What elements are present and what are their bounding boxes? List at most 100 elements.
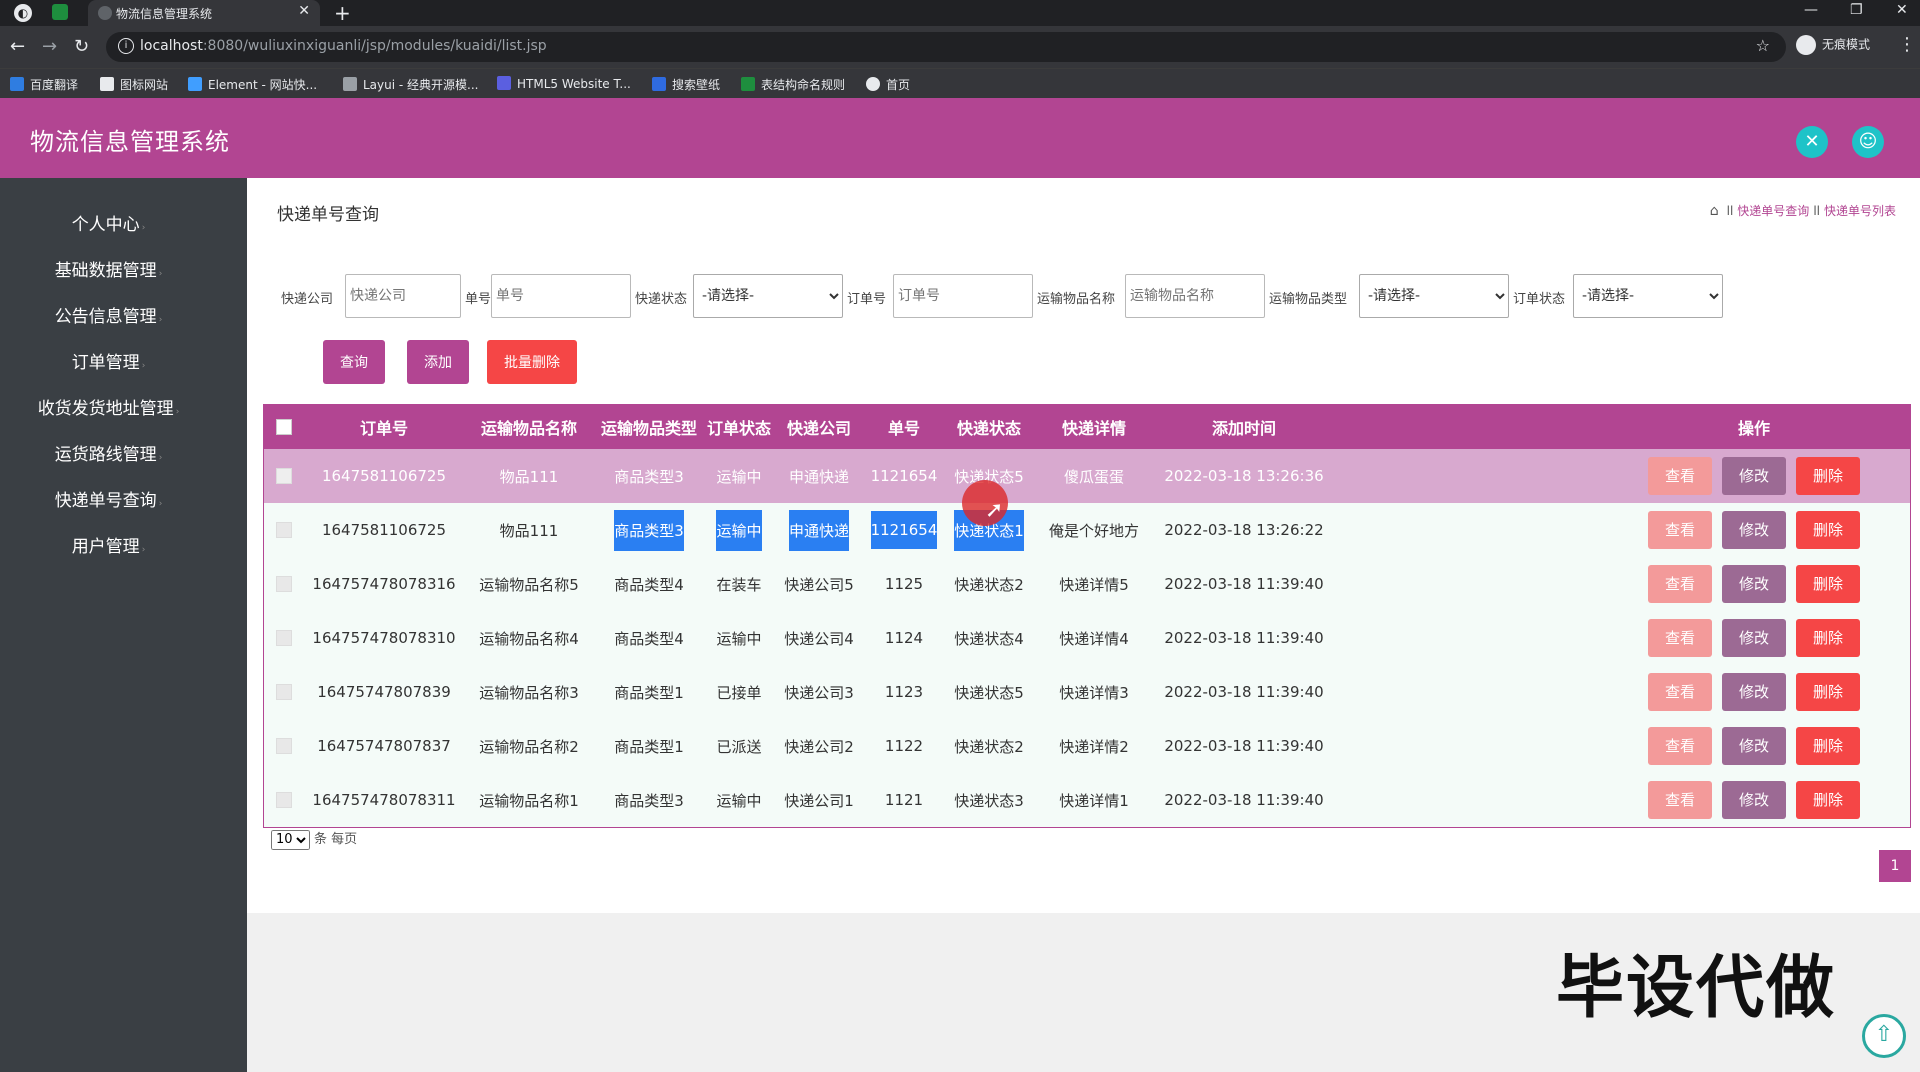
fullscreen-icon[interactable]: ✕ — [1796, 126, 1828, 158]
minimize-icon[interactable]: — — [1804, 2, 1818, 18]
bookmark-item[interactable]: Element - 网站快... — [188, 76, 317, 93]
cell-text: 16475747807839 — [317, 683, 451, 701]
table-row[interactable]: 16475747807837 运输物品名称2 商品类型1 已派送 快递公司2 1122 快递… — [264, 719, 1910, 773]
tab-close-icon[interactable]: ✕ — [298, 3, 310, 19]
cell-text: 1125 — [884, 575, 924, 593]
bookmark-item[interactable]: 搜索壁纸 — [652, 76, 720, 93]
add-button[interactable]: 添加 — [407, 340, 469, 384]
bookmark-item[interactable]: 百度翻译 — [10, 76, 78, 93]
url-path: :8080/wuliuxinxiguanli/jsp/modules/kuaid… — [202, 38, 547, 54]
back-to-top-icon[interactable]: ⇧ — [1862, 1014, 1906, 1058]
sheet-app-icon[interactable] — [52, 4, 68, 20]
incognito-indicator[interactable]: 无痕模式 — [1796, 35, 1870, 55]
edit-button[interactable]: 修改 — [1722, 781, 1786, 819]
table-body: 1647581106725 物品111 商品类型3 运输中 申通快递 1121654 快递状… — [264, 449, 1910, 827]
select-all-checkbox[interactable] — [276, 419, 292, 435]
bookmark-item[interactable]: 表结构命名规则 — [741, 76, 845, 93]
sidebar-item-users[interactable]: 用户管理 › — [71, 537, 146, 557]
restore-icon[interactable]: ❐ — [1850, 2, 1863, 18]
view-button[interactable]: 查看 — [1648, 727, 1712, 765]
number-input[interactable] — [491, 274, 631, 318]
view-button[interactable]: 查看 — [1648, 619, 1712, 657]
batch-delete-button[interactable]: 批量删除 — [487, 340, 577, 384]
bookmark-star-icon[interactable]: ☆ — [1755, 36, 1770, 55]
edit-button[interactable]: 修改 — [1722, 727, 1786, 765]
order-no-input[interactable] — [893, 274, 1033, 318]
cell-text: 商品类型4 — [614, 575, 684, 594]
table-row[interactable]: 16475747807839 运输物品名称3 商品类型1 已接单 快递公司3 1123 快递… — [264, 665, 1910, 719]
goods-name-input[interactable] — [1125, 274, 1265, 318]
bookmark-item[interactable]: Layui - 经典开源模... — [343, 76, 478, 93]
user-avatar-icon[interactable]: ☺ — [1852, 126, 1884, 158]
row-checkbox[interactable] — [276, 630, 292, 646]
delete-button[interactable]: 删除 — [1796, 727, 1860, 765]
edit-button[interactable]: 修改 — [1722, 457, 1786, 495]
table-row[interactable]: 164757478078311 运输物品名称1 商品类型3 运输中 快递公司1 1121 快… — [264, 773, 1910, 827]
table-cell: 1121 — [864, 773, 944, 827]
row-checkbox[interactable] — [276, 792, 292, 808]
table-cell: 商品类型1 — [594, 719, 704, 773]
page-size-select[interactable]: 10 — [271, 829, 310, 850]
sidebar-item-notice[interactable]: 公告信息管理 › — [54, 307, 163, 327]
browser-menu-icon[interactable]: ⋮ — [1898, 34, 1916, 55]
order-status-select[interactable]: -请选择- — [1573, 274, 1723, 318]
browser-tab[interactable]: 物流信息管理系统 ✕ — [88, 0, 320, 26]
table-row[interactable]: 164757478078316 运输物品名称5 商品类型4 在装车 快递公司5 1125 快… — [264, 557, 1910, 611]
table-row[interactable]: 164757478078310 运输物品名称4 商品类型4 运输中 快递公司4 1124 快… — [264, 611, 1910, 665]
site-info-icon[interactable]: i — [118, 38, 134, 54]
forward-icon[interactable]: → — [42, 36, 58, 57]
home-icon[interactable]: ⌂ — [1709, 203, 1719, 219]
sidebar-item-routes[interactable]: 运货路线管理 › — [54, 445, 163, 465]
kd-status-select[interactable]: -请选择- — [693, 274, 843, 318]
table-cell: 运输中 — [704, 773, 774, 827]
back-icon[interactable]: ← — [10, 36, 26, 57]
reload-icon[interactable]: ↻ — [74, 36, 90, 57]
goods-type-select[interactable]: -请选择- — [1359, 274, 1509, 318]
table-row[interactable]: 1647581106725 物品111 商品类型3 运输中 申通快递 1121654 快递状… — [264, 503, 1910, 557]
row-checkbox[interactable] — [276, 738, 292, 754]
breadcrumb-item[interactable]: 快递单号查询 — [1737, 204, 1810, 218]
table-row[interactable]: 1647581106725 物品111 商品类型3 运输中 申通快递 1121654 快递状… — [264, 449, 1910, 503]
view-button[interactable]: 查看 — [1648, 457, 1712, 495]
sidebar-item-tracking[interactable]: 快递单号查询 › — [54, 491, 163, 511]
window-close-icon[interactable]: ✕ — [1896, 2, 1908, 18]
query-button[interactable]: 查询 — [323, 340, 385, 384]
delete-button[interactable]: 删除 — [1796, 619, 1860, 657]
selected-text: 商品类型3 — [614, 509, 684, 551]
table-cell: 快递状态2 — [944, 719, 1034, 773]
edit-button[interactable]: 修改 — [1722, 511, 1786, 549]
table-cell: 1121654 — [864, 449, 944, 503]
cell-text: 快递状态4 — [954, 629, 1024, 648]
row-checkbox[interactable] — [276, 522, 292, 538]
browser-app-icon[interactable]: ◐ — [14, 4, 32, 22]
new-tab-icon[interactable]: + — [334, 1, 351, 25]
sidebar-item-address[interactable]: 收货发货地址管理 › — [37, 399, 180, 419]
table-cell: 快递详情5 — [1034, 557, 1154, 611]
sidebar-item-base-data[interactable]: 基础数据管理 › — [54, 261, 163, 281]
view-button[interactable]: 查看 — [1648, 565, 1712, 603]
per-page-label: 条 每页 — [314, 832, 358, 847]
delete-button[interactable]: 删除 — [1796, 565, 1860, 603]
delete-button[interactable]: 删除 — [1796, 673, 1860, 711]
delete-button[interactable]: 删除 — [1796, 511, 1860, 549]
bookmark-item[interactable]: HTML5 Website T... — [497, 76, 631, 91]
bookmark-item[interactable]: 首页 — [866, 76, 910, 93]
view-button[interactable]: 查看 — [1648, 673, 1712, 711]
delete-button[interactable]: 删除 — [1796, 457, 1860, 495]
view-button[interactable]: 查看 — [1648, 781, 1712, 819]
sidebar-item-orders[interactable]: 订单管理 › — [71, 353, 146, 373]
edit-button[interactable]: 修改 — [1722, 673, 1786, 711]
row-checkbox[interactable] — [276, 468, 292, 484]
sidebar-item-personal-center[interactable]: 个人中心 › — [71, 215, 146, 235]
cell-text: 快递详情3 — [1059, 683, 1129, 702]
page-number-button[interactable]: 1 — [1879, 850, 1911, 882]
bookmark-item[interactable]: 图标网站 — [100, 76, 168, 93]
delete-button[interactable]: 删除 — [1796, 781, 1860, 819]
row-checkbox[interactable] — [276, 684, 292, 700]
url-field[interactable]: i localhost:8080/wuliuxinxiguanli/jsp/mo… — [106, 32, 1786, 62]
row-checkbox[interactable] — [276, 576, 292, 592]
edit-button[interactable]: 修改 — [1722, 565, 1786, 603]
company-input[interactable] — [345, 274, 461, 318]
view-button[interactable]: 查看 — [1648, 511, 1712, 549]
edit-button[interactable]: 修改 — [1722, 619, 1786, 657]
